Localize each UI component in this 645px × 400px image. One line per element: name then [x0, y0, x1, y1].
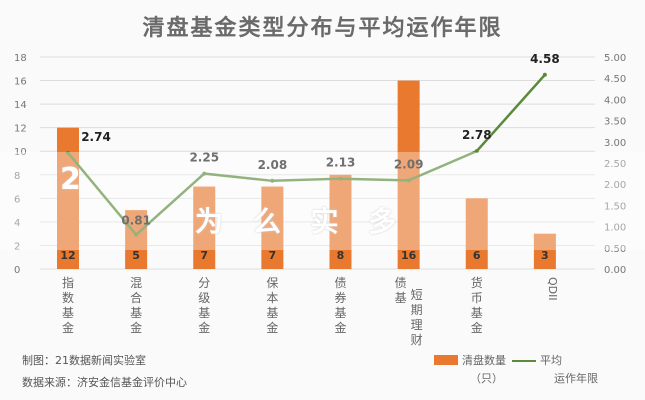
category-label: 期 — [411, 303, 423, 317]
source-note: 数据来源：济安金信基金评价中心 — [22, 376, 187, 389]
bar — [125, 210, 148, 269]
right-tick-label: 1.50 — [604, 201, 626, 212]
category-label: 合 — [130, 290, 142, 305]
category-label: 短 — [411, 288, 423, 302]
bar — [533, 233, 556, 269]
category-label: 基 — [198, 306, 210, 320]
left-tick-label: 18 — [14, 53, 27, 64]
category-label: 基 — [334, 306, 346, 320]
bar-value-label: 3 — [541, 249, 549, 262]
category-label: 本 — [266, 291, 278, 305]
category-label: 混 — [130, 276, 142, 290]
left-tick-label: 10 — [14, 147, 27, 158]
bar — [193, 186, 216, 269]
legend-bar-unit: （只） — [470, 372, 503, 385]
bar — [465, 198, 488, 269]
category-label: 基 — [62, 306, 74, 320]
category-label: 货 — [471, 275, 483, 290]
line-point — [406, 178, 411, 183]
line-point — [134, 232, 139, 237]
line-value-label: 4.58 — [530, 52, 560, 66]
category-label: 金 — [266, 320, 278, 335]
category-label: 财 — [411, 333, 423, 347]
right-tick-label: 0.50 — [604, 244, 626, 255]
right-tick-label: 4.50 — [604, 74, 626, 85]
category-label: 券 — [334, 290, 346, 305]
banner-text-2: 为 么 实 多 — [195, 205, 407, 238]
category-label: 债 — [334, 276, 346, 290]
category-label: 基 — [395, 291, 407, 305]
right-tick-label: 3.50 — [604, 117, 626, 128]
category-label: 币 — [471, 291, 483, 305]
category-label: 保 — [266, 276, 278, 290]
category-label: 金 — [198, 320, 210, 335]
bar-value-label: 16 — [401, 249, 417, 262]
line-point — [66, 150, 70, 155]
category-label: 理 — [411, 318, 423, 332]
category-label: 级 — [198, 291, 210, 305]
right-tick-label: 4.00 — [604, 95, 626, 106]
right-tick-label: 2.00 — [604, 180, 626, 191]
chart-title: 清盘基金类型分布与平均运作年限 — [142, 16, 503, 41]
category-label: 金 — [62, 320, 74, 335]
credit-note: 制图：21数据新闻实验室 — [22, 354, 146, 367]
category-label: 金 — [130, 320, 142, 335]
bar — [397, 80, 420, 269]
left-tick-label: 2 — [14, 241, 20, 252]
legend-bar-label: 清盘数量 — [462, 354, 506, 367]
banner-text-1: 2 — [60, 162, 81, 197]
overlay-banner: 2 为 么 实 多 — [0, 152, 645, 250]
category-label: 指 — [62, 275, 74, 290]
line-point — [270, 178, 275, 183]
line-point — [338, 176, 343, 181]
category-label: 数 — [62, 290, 74, 305]
bar — [57, 127, 79, 270]
line-value-label: 2.78 — [462, 128, 492, 142]
line-series — [67, 73, 546, 237]
bar-value-label: 12 — [60, 249, 75, 262]
line-point — [542, 72, 547, 77]
left-tick-label: 16 — [14, 77, 27, 88]
line-point — [202, 171, 207, 176]
right-tick-label: 5.00 — [604, 53, 626, 64]
right-tick-label: 3.00 — [604, 138, 626, 149]
bar-value-label: 7 — [200, 249, 208, 262]
right-tick-label: 1.00 — [604, 223, 626, 234]
category-label: 分 — [198, 276, 210, 290]
bar-value-label: 6 — [473, 249, 481, 262]
left-tick-label: 4 — [14, 218, 20, 229]
left-tick-label: 0 — [14, 265, 20, 276]
line-value-label: 2.25 — [189, 151, 219, 165]
line-value-label: 2.08 — [258, 158, 288, 172]
category-label: 基 — [471, 306, 483, 320]
category-label: 基 — [266, 306, 278, 320]
bar — [329, 174, 352, 269]
left-tick-label: 12 — [14, 124, 27, 135]
bar — [261, 186, 284, 269]
line-point — [474, 149, 479, 154]
line-value-label: 2.13 — [326, 156, 356, 170]
left-tick-label: 8 — [14, 171, 20, 182]
category-label: 金 — [471, 320, 483, 335]
bar-value-label: 7 — [269, 249, 277, 262]
category-label: 金 — [334, 320, 346, 335]
category-label: 债 — [395, 276, 407, 290]
line-value-label: 2.74 — [81, 130, 111, 144]
right-tick-label: 0.00 — [604, 265, 626, 276]
category-label: 基 — [130, 306, 142, 320]
legend-line-label-2: 运作年限 — [554, 372, 598, 385]
line-value-label: 0.81 — [121, 214, 151, 228]
bar-value-label: 5 — [132, 249, 140, 262]
legend-bar-swatch — [434, 355, 458, 365]
left-tick-label: 14 — [14, 100, 27, 111]
bar-value-label: 8 — [337, 249, 345, 262]
left-tick-label: 6 — [14, 194, 20, 205]
line-value-label: 2.09 — [394, 157, 424, 171]
legend-line-swatch — [512, 360, 536, 362]
right-tick-label: 2.50 — [604, 159, 626, 170]
legend-line-label: 平均 — [540, 354, 562, 367]
category-label: QDII — [546, 277, 559, 301]
